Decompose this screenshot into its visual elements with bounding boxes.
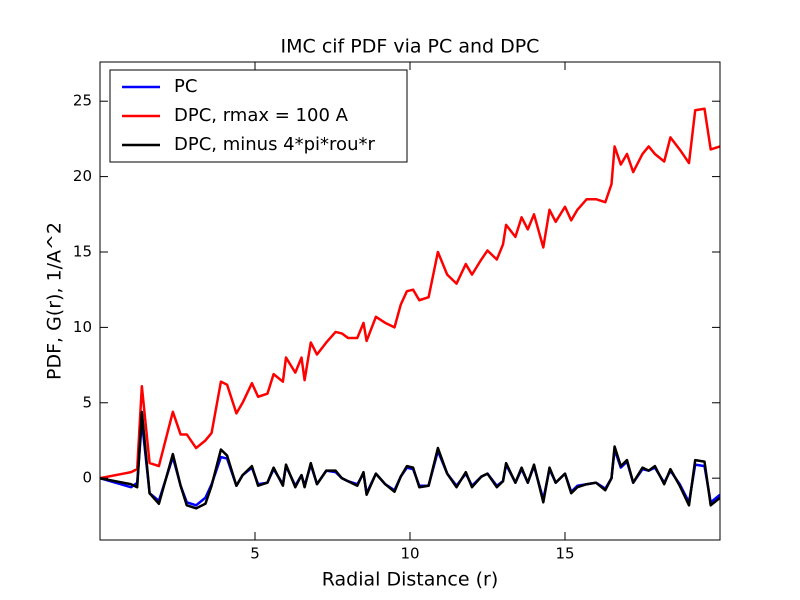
- legend: PC DPC, rmax = 100 A DPC, minus 4*pi*rou*r: [109, 69, 408, 163]
- data-line: [100, 410, 720, 510]
- y-axis-label: PDF, G(r), 1/A^2: [44, 222, 66, 380]
- chart-title: IMC cif PDF via PC and DPC: [281, 36, 540, 58]
- y-tick-label: 10: [73, 318, 92, 336]
- x-tick-label: 15: [555, 545, 574, 563]
- y-tick-label: 20: [73, 167, 92, 185]
- x-axis-label: Radial Distance (r): [322, 569, 498, 591]
- legend-label: PC: [174, 76, 197, 97]
- legend-label: DPC, rmax = 100 A: [174, 105, 349, 126]
- x-tick-label: 5: [250, 545, 260, 563]
- x-tick-label: 10: [400, 545, 419, 563]
- plot-lines: [100, 107, 720, 510]
- y-tick-label: 5: [82, 393, 92, 411]
- y-tick-label: 0: [82, 469, 92, 487]
- y-tick-label: 15: [73, 242, 92, 260]
- legend-label: DPC, minus 4*pi*rou*r: [174, 134, 375, 155]
- y-tick-label: 25: [73, 92, 92, 110]
- data-line: [100, 107, 720, 480]
